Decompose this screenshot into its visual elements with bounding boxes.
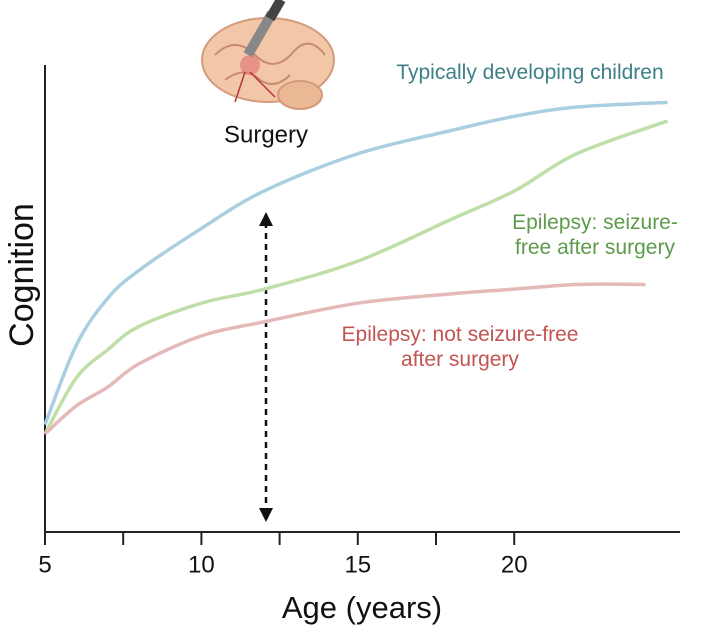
series-label: Typically developing children [396, 61, 664, 84]
series-line [43, 282, 646, 436]
series-label: Epilepsy: seizure-free after surgery [512, 211, 678, 259]
x-tick-label: 10 [188, 551, 215, 578]
brain-icon [201, 0, 335, 110]
x-axis-label: Age (years) [282, 590, 442, 625]
series-label: Epilepsy: not seizure-free after surgery [341, 323, 579, 371]
x-tick-label: 15 [344, 551, 371, 578]
x-tick-label: 20 [501, 551, 528, 578]
series-line [43, 100, 668, 426]
y-axis-label: Cognition [3, 203, 41, 347]
annotation: Surgery [224, 121, 308, 148]
series-line [43, 119, 669, 435]
x-tick-label: 5 [38, 551, 51, 578]
